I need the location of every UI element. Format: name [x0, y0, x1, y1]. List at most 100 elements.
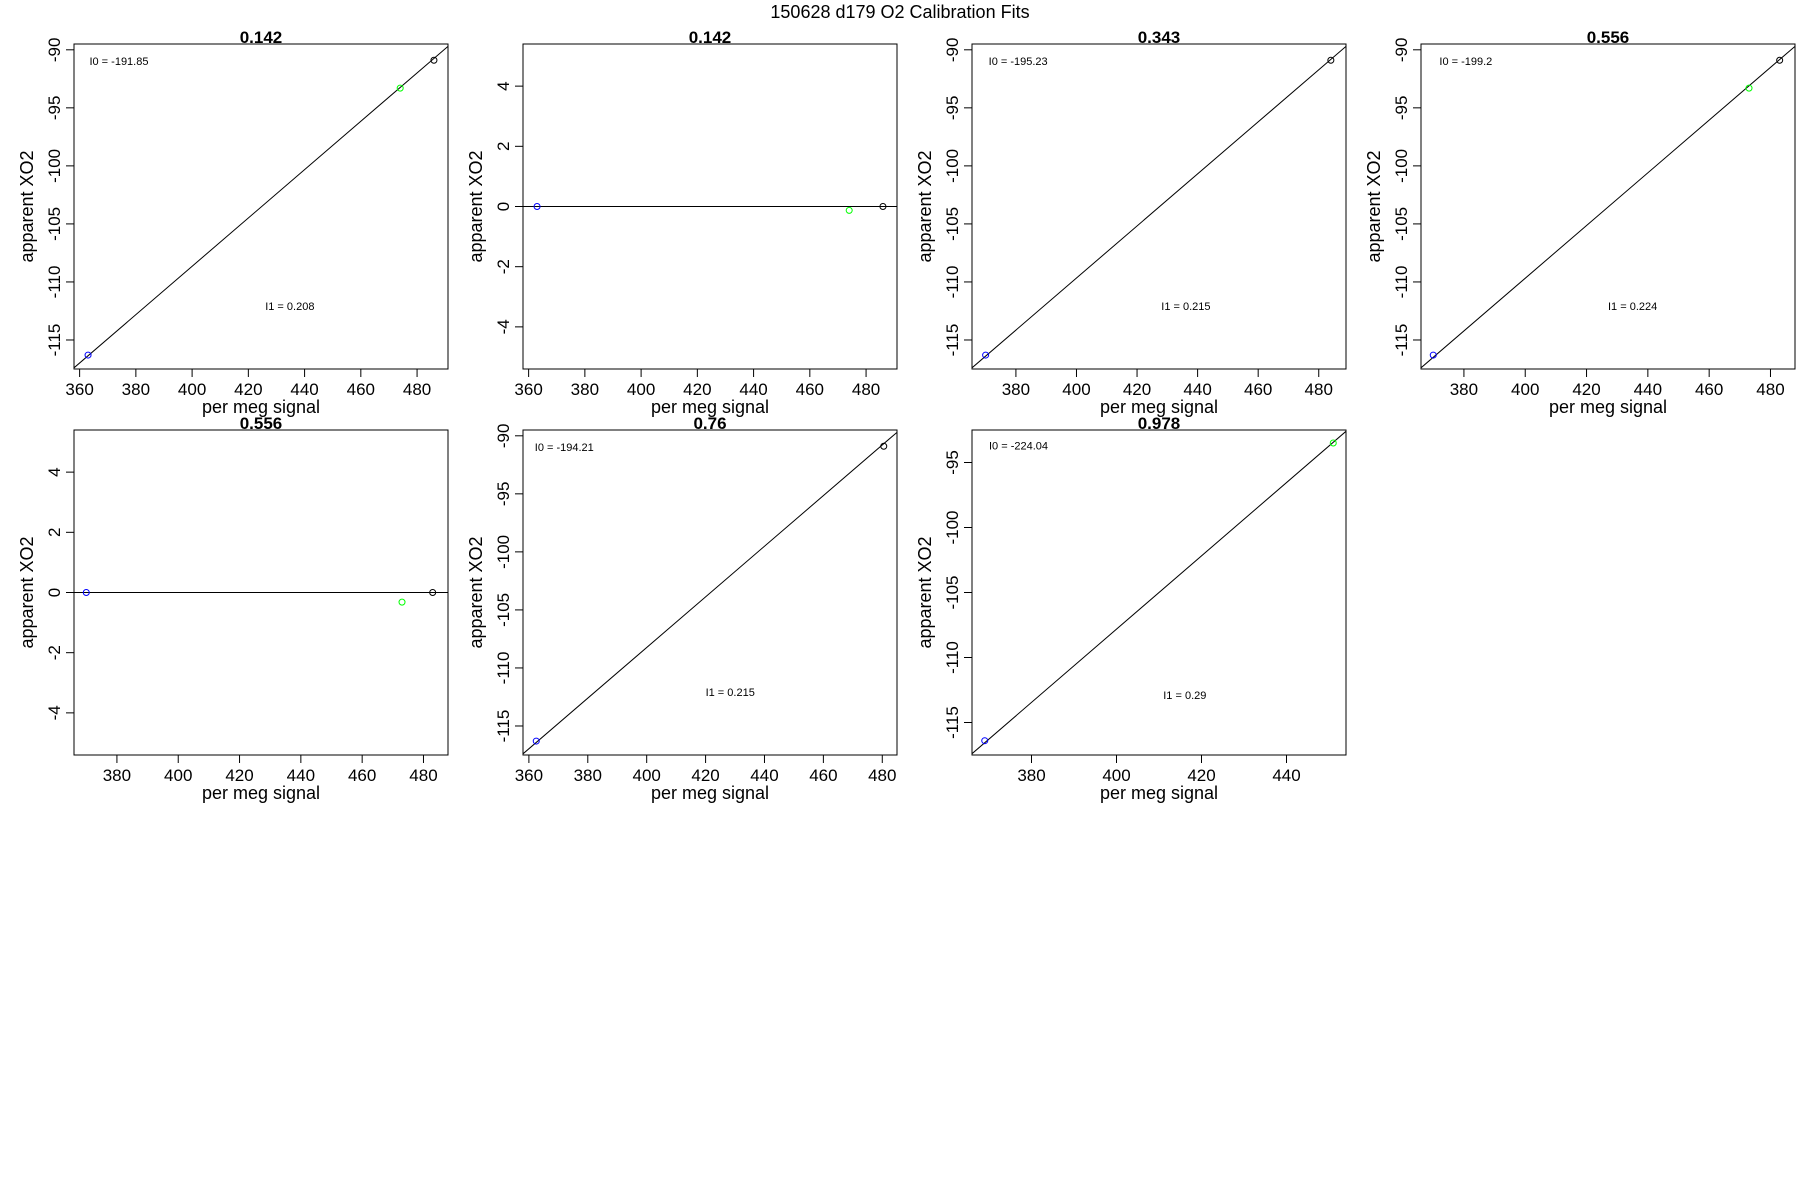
y-axis-label: apparent XO2 [466, 536, 486, 648]
y-tick-label: -110 [943, 641, 962, 674]
x-tick-label: 460 [809, 766, 837, 785]
x-tick-label: 360 [65, 380, 93, 399]
x-tick-label: 440 [739, 380, 767, 399]
y-axis-label: apparent XO2 [17, 150, 37, 262]
y-tick-label: -100 [943, 510, 962, 544]
y-tick-label: -90 [45, 38, 64, 63]
y-tick-label: 2 [494, 142, 513, 151]
plot-frame [1420, 43, 1796, 370]
data-point-green [845, 206, 853, 214]
slope-annotation: I1 = 0.29 [1163, 690, 1206, 702]
y-tick-label: -105 [494, 593, 513, 627]
intercept-annotation: I0 = -194.21 [535, 442, 594, 454]
panel-title: 0.556 [1587, 28, 1630, 47]
slope-annotation: I1 = 0.224 [1608, 301, 1657, 313]
y-tick-label: -115 [494, 710, 513, 743]
data-point-blue [982, 351, 990, 359]
y-tick-label: -95 [45, 96, 64, 121]
panel-4: 0.556 380 400 420 440 460 480 -90 -95 -100 -105 -11… [1364, 28, 1796, 417]
y-tick-label: -105 [943, 575, 962, 609]
y-tick-label: 4 [45, 467, 64, 476]
x-tick-label: 480 [409, 766, 437, 785]
x-tick-label: 440 [287, 766, 315, 785]
y-tick-label: -115 [943, 706, 962, 739]
slope-annotation: I1 = 0.215 [1161, 301, 1210, 313]
x-tick-label: 440 [750, 766, 778, 785]
y-tick-label: -115 [943, 324, 962, 357]
y-axis-label: apparent XO2 [466, 150, 486, 262]
data-point-green [1745, 84, 1753, 92]
y-tick-label: -95 [494, 482, 513, 507]
x-tick-label: 380 [1017, 766, 1045, 785]
x-tick-label: 420 [225, 766, 253, 785]
y-tick-label: -4 [45, 705, 64, 720]
slope-annotation: I1 = 0.208 [265, 301, 314, 313]
x-tick-label: 460 [347, 380, 375, 399]
x-tick-label: 420 [1187, 766, 1215, 785]
data-point-black [880, 442, 888, 450]
intercept-annotation: I0 = -195.23 [989, 56, 1048, 68]
y-axis-label: apparent XO2 [915, 536, 935, 648]
data-point-blue [981, 737, 989, 745]
x-tick-label: 380 [1002, 380, 1030, 399]
y-tick-label: -110 [1392, 266, 1411, 299]
page-title: 150628 d179 O2 Calibration Fits [770, 2, 1029, 22]
x-tick-label: 400 [627, 380, 655, 399]
slope-annotation: I1 = 0.215 [706, 687, 755, 699]
fit-line [972, 430, 1346, 755]
data-point-blue [82, 589, 90, 596]
y-axis-label: apparent XO2 [915, 150, 935, 262]
x-tick-label: 460 [1695, 380, 1723, 399]
y-tick-label: -100 [1392, 149, 1411, 183]
y-tick-label: -2 [494, 259, 513, 274]
y-tick-label: -115 [45, 324, 64, 357]
data-point-blue [84, 351, 92, 359]
x-tick-label: 420 [234, 380, 262, 399]
panel-title: 0.343 [1138, 28, 1181, 47]
x-tick-label: 360 [515, 766, 543, 785]
x-tick-label: 400 [164, 766, 192, 785]
data-point-blue [532, 737, 540, 745]
data-point-green [396, 84, 404, 92]
fit-line [74, 45, 448, 369]
panel-1: 0.142 360 380 400 420 440 460 480 -90 -95 -100 -105… [17, 28, 449, 417]
data-point-black [879, 203, 887, 210]
x-axis-label: per meg signal [651, 397, 769, 417]
x-tick-label: 380 [1450, 380, 1478, 399]
y-tick-label: -2 [45, 645, 64, 660]
y-tick-label: -110 [45, 266, 64, 299]
y-tick-label: -105 [45, 207, 64, 241]
x-tick-label: 420 [683, 380, 711, 399]
data-point-blue [1429, 351, 1437, 359]
panel-3: 0.343 380 400 420 440 460 480 -90 -95 -100 -105 -11… [915, 28, 1347, 417]
plot-frame [971, 43, 1347, 370]
x-tick-label: 460 [348, 766, 376, 785]
x-axis-label: per meg signal [1549, 397, 1667, 417]
x-tick-label: 360 [514, 380, 542, 399]
y-tick-label: -100 [943, 149, 962, 183]
y-tick-label: 0 [494, 202, 513, 211]
data-point-green [398, 598, 406, 606]
data-point-black [430, 56, 438, 64]
x-tick-label: 440 [290, 380, 318, 399]
y-tick-label: -95 [1392, 96, 1411, 121]
x-tick-label: 440 [1634, 380, 1662, 399]
plot-frame [73, 43, 449, 370]
y-tick-label: -105 [943, 207, 962, 241]
x-axis-label: per meg signal [1100, 783, 1218, 803]
x-tick-label: 380 [574, 766, 602, 785]
panel-title: 0.556 [240, 414, 283, 433]
y-axis-label: apparent XO2 [1364, 150, 1384, 262]
x-tick-label: 400 [178, 380, 206, 399]
y-tick-label: 4 [494, 81, 513, 90]
fit-line [1421, 45, 1795, 369]
x-tick-label: 480 [852, 380, 880, 399]
x-tick-label: 380 [122, 380, 150, 399]
panel-title: 0.978 [1138, 414, 1181, 433]
y-tick-label: -115 [1392, 324, 1411, 357]
x-tick-label: 400 [1062, 380, 1090, 399]
